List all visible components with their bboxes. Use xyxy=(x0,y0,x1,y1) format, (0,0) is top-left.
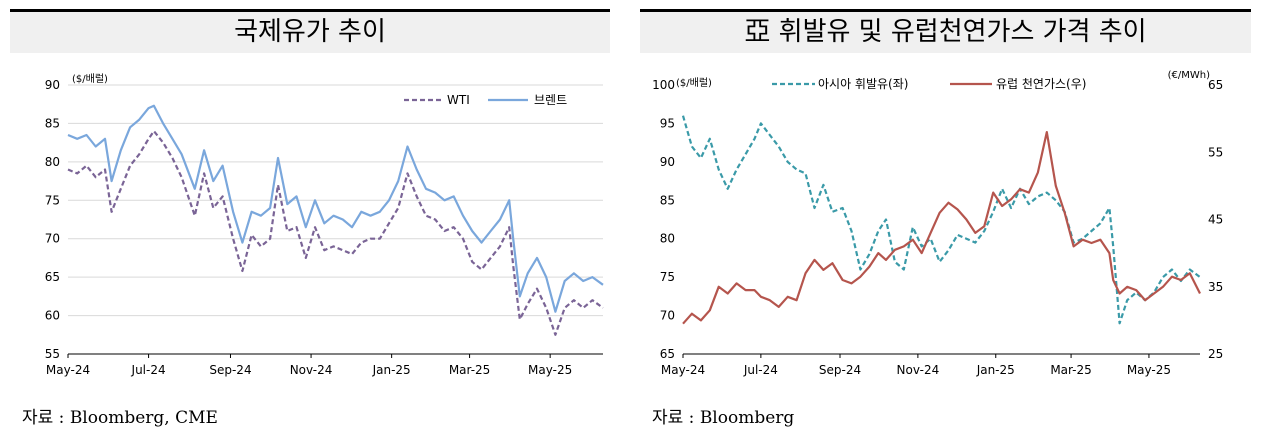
x-tick-label: Mar-25 xyxy=(449,363,490,377)
panel-gasoline-gas: 亞 휘발유 및 유럽천연가스 가격 추이 65 70 75 80 85 90 95 100 25… xyxy=(630,0,1261,437)
x-tick-label: May-24 xyxy=(46,363,90,377)
series-line xyxy=(681,115,1201,325)
y-tick-label: 90 xyxy=(45,78,60,92)
legend-label: 브렌트 xyxy=(534,93,567,107)
gasoline-gas-chart: 65 70 75 80 85 90 95 100 25 35 45 55 65 May-24 Jul-24 S… xyxy=(652,70,1223,377)
x-tick-label: Jul-24 xyxy=(743,363,778,377)
y-tick-label: 65 xyxy=(45,270,60,284)
series-line xyxy=(682,131,1201,325)
x-tick-label: Nov-24 xyxy=(290,363,333,377)
y-tick-label: 100 xyxy=(652,78,675,92)
x-tick-label: Sep-24 xyxy=(209,363,251,377)
y-tick-label: 75 xyxy=(45,193,60,207)
unit-label-right: (€/MWh) xyxy=(1168,70,1210,81)
y-tick-label: 70 xyxy=(45,232,60,246)
unit-label-left: ($/배럴) xyxy=(676,76,712,89)
series-line xyxy=(67,130,604,336)
y-tick-label: 80 xyxy=(660,232,675,246)
x-tick-label: Nov-24 xyxy=(897,363,940,377)
x-tick-label: Jan-25 xyxy=(976,363,1015,377)
legend-label: 아시아 휘발유(좌) xyxy=(818,77,908,91)
chart-title: 국제유가 추이 xyxy=(234,17,386,47)
y-right-tick-label: 35 xyxy=(1208,280,1223,294)
y-tick-label: 80 xyxy=(45,155,60,169)
x-tick-label: May-25 xyxy=(1127,363,1171,377)
y-tick-label: 85 xyxy=(45,116,60,130)
oil-price-chart: 55 60 65 70 75 80 85 90 May-24 Jul-24 Sep-24 Nov-24… xyxy=(45,72,604,377)
y-tick-label: 75 xyxy=(660,270,675,284)
series-line xyxy=(67,104,604,313)
source-note: 자료 : Bloomberg, CME xyxy=(22,408,218,428)
panel-international-oil: 국제유가 추이 55 60 65 70 75 80 85 90 May-24 Jul-24 Sep-… xyxy=(0,0,620,437)
y-tick-label: 55 xyxy=(45,347,60,361)
y-right-tick-label: 65 xyxy=(1208,78,1223,92)
x-tick-label: May-25 xyxy=(528,363,572,377)
y-tick-label: 85 xyxy=(660,193,675,207)
y-right-tick-label: 25 xyxy=(1208,347,1223,361)
legend-label: 유럽 천연가스(우) xyxy=(996,76,1086,91)
legend-label: WTI xyxy=(447,93,470,107)
unit-label: ($/배럴) xyxy=(72,72,108,85)
x-tick-label: Mar-25 xyxy=(1050,363,1091,377)
y-tick-label: 60 xyxy=(45,309,60,323)
source-note: 자료 : Bloomberg xyxy=(652,408,795,428)
y-tick-label: 95 xyxy=(660,116,675,130)
y-right-tick-label: 55 xyxy=(1208,145,1223,159)
y-tick-label: 70 xyxy=(660,309,675,323)
x-tick-label: May-24 xyxy=(661,363,705,377)
y-right-tick-label: 45 xyxy=(1208,213,1223,227)
x-tick-label: Sep-24 xyxy=(819,363,861,377)
title-bar: 亞 휘발유 및 유럽천연가스 가격 추이 xyxy=(640,9,1251,53)
y-tick-label: 90 xyxy=(660,155,675,169)
x-tick-label: Jan-25 xyxy=(372,363,411,377)
title-bar: 국제유가 추이 xyxy=(10,9,610,53)
x-tick-label: Jul-24 xyxy=(131,363,166,377)
y-tick-label: 65 xyxy=(660,347,675,361)
chart-title: 亞 휘발유 및 유럽천연가스 가격 추이 xyxy=(744,17,1147,47)
